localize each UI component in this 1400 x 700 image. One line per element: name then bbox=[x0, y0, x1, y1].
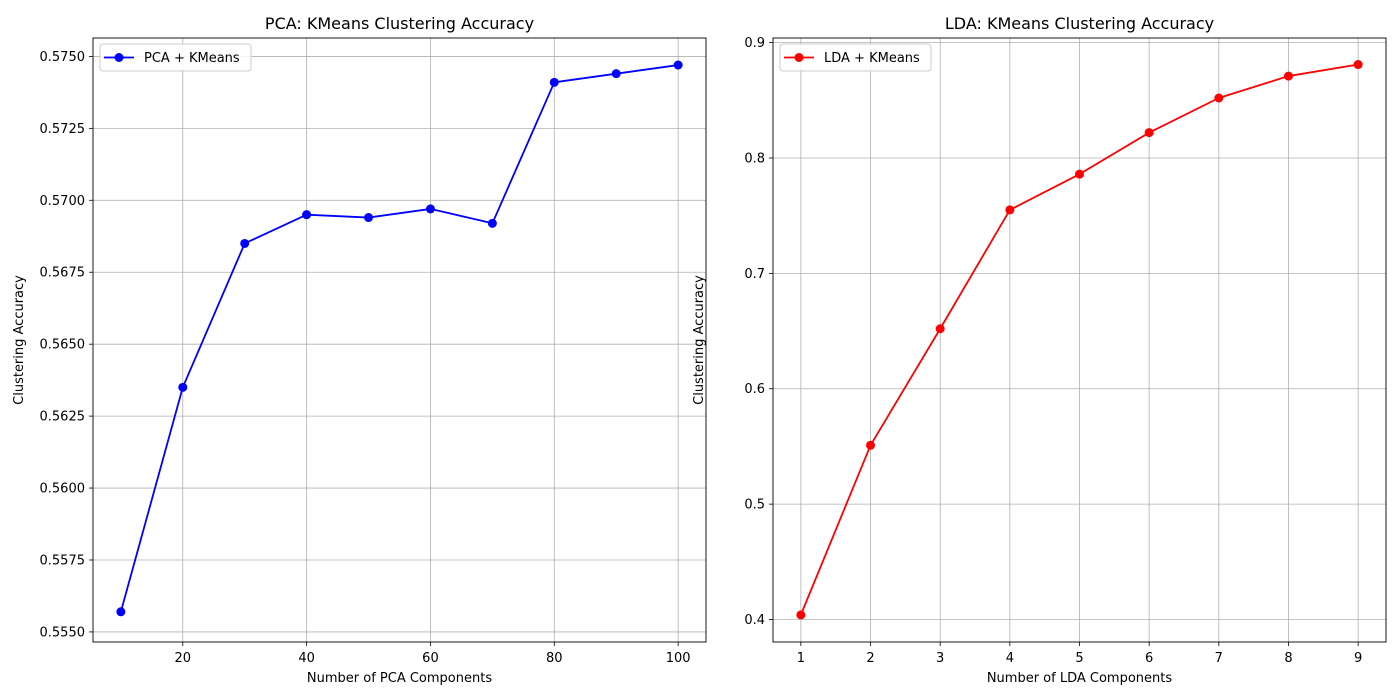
pca-xtick-label: 100 bbox=[666, 651, 691, 666]
lda-chart-title: LDA: KMeans Clustering Accuracy bbox=[945, 14, 1214, 33]
lda-data-point bbox=[1075, 169, 1084, 179]
pca-xtick-label: 80 bbox=[546, 651, 563, 666]
lda-x-axis-label: Number of LDA Components bbox=[987, 671, 1173, 686]
lda-ytick-label: 0.8 bbox=[744, 151, 765, 166]
lda-xtick-label: 8 bbox=[1284, 651, 1292, 666]
lda-ytick-label: 0.7 bbox=[744, 267, 765, 282]
lda-ytick-label: 0.4 bbox=[744, 613, 765, 628]
lda-xtick-label: 6 bbox=[1145, 651, 1153, 666]
lda-data-point bbox=[1144, 128, 1154, 138]
pca-ytick-label: 0.5675 bbox=[40, 266, 86, 281]
lda-xtick-label: 7 bbox=[1215, 651, 1223, 666]
lda-chart: 1 2 3 4 5 6 7 8 9 0.4 0.5 0.6 0.7 0.8 0.9 LDA: KMeans C… bbox=[692, 14, 1387, 686]
lda-data-point bbox=[935, 324, 945, 334]
lda-y-axis-label: Clustering Accuracy bbox=[692, 275, 707, 405]
lda-data-point bbox=[796, 610, 806, 620]
lda-legend-marker bbox=[794, 53, 804, 62]
pca-ytick-label: 0.5725 bbox=[40, 122, 86, 137]
pca-data-point bbox=[178, 382, 188, 392]
lda-ytick-label: 0.5 bbox=[744, 498, 765, 513]
pca-legend-marker bbox=[114, 53, 124, 62]
pca-ytick-label: 0.5750 bbox=[40, 50, 86, 65]
lda-legend-label: LDA + KMeans bbox=[824, 51, 920, 66]
lda-data-point bbox=[1214, 93, 1224, 103]
pca-xtick-label: 40 bbox=[298, 651, 315, 666]
pca-series-line bbox=[119, 64, 679, 613]
pca-ytick-label: 0.5700 bbox=[40, 194, 86, 209]
lda-xtick-label: 5 bbox=[1075, 651, 1083, 666]
pca-ytick-label: 0.5600 bbox=[40, 482, 86, 497]
pca-ytick-label: 0.5650 bbox=[40, 338, 86, 353]
lda-legend-box bbox=[779, 43, 932, 72]
pca-chart: 20 40 60 80 100 0.5550 0.5575 0.5600 0.5625 0.565… bbox=[12, 14, 707, 686]
pca-data-point bbox=[673, 60, 683, 70]
pca-data-point bbox=[611, 69, 621, 79]
pca-legend: PCA + KMeans bbox=[99, 43, 252, 72]
lda-xtick-label: 3 bbox=[936, 651, 944, 666]
pca-chart-title: PCA: KMeans Clustering Accuracy bbox=[265, 14, 534, 33]
pca-data-point bbox=[425, 204, 435, 214]
pca-data-point bbox=[116, 607, 126, 617]
lda-data-point bbox=[1005, 205, 1015, 215]
lda-legend: LDA + KMeans bbox=[779, 43, 932, 72]
lda-xtick-label: 9 bbox=[1354, 651, 1362, 666]
lda-xtick-label: 4 bbox=[1006, 651, 1014, 666]
lda-xtick-label: 1 bbox=[797, 651, 805, 666]
pca-data-point bbox=[549, 77, 559, 87]
pca-data-point bbox=[240, 238, 250, 248]
lda-xtick-label: 2 bbox=[866, 651, 874, 666]
pca-data-point bbox=[487, 218, 497, 228]
pca-ytick-label: 0.5625 bbox=[40, 410, 86, 425]
lda-axes-frame bbox=[772, 37, 1387, 643]
lda-ytick-label: 0.9 bbox=[744, 36, 765, 51]
lda-data-point bbox=[866, 440, 876, 450]
lda-data-point bbox=[1283, 71, 1293, 81]
pca-data-point bbox=[364, 213, 374, 223]
pca-data-point bbox=[302, 210, 312, 220]
pca-xtick-label: 60 bbox=[422, 651, 439, 666]
pca-plot-area bbox=[93, 38, 706, 642]
pca-x-axis-label: Number of PCA Components bbox=[307, 671, 492, 686]
pca-xtick-label: 20 bbox=[175, 651, 192, 666]
pca-y-axis-label: Clustering Accuracy bbox=[12, 275, 27, 405]
pca-legend-label: PCA + KMeans bbox=[144, 51, 240, 66]
pca-legend-box bbox=[99, 43, 252, 72]
pca-axes-frame bbox=[92, 37, 707, 643]
pca-ytick-label: 0.5550 bbox=[40, 625, 86, 640]
lda-ytick-label: 0.6 bbox=[744, 382, 765, 397]
pca-ytick-label: 0.5575 bbox=[40, 553, 86, 568]
lda-data-point bbox=[1353, 60, 1363, 70]
